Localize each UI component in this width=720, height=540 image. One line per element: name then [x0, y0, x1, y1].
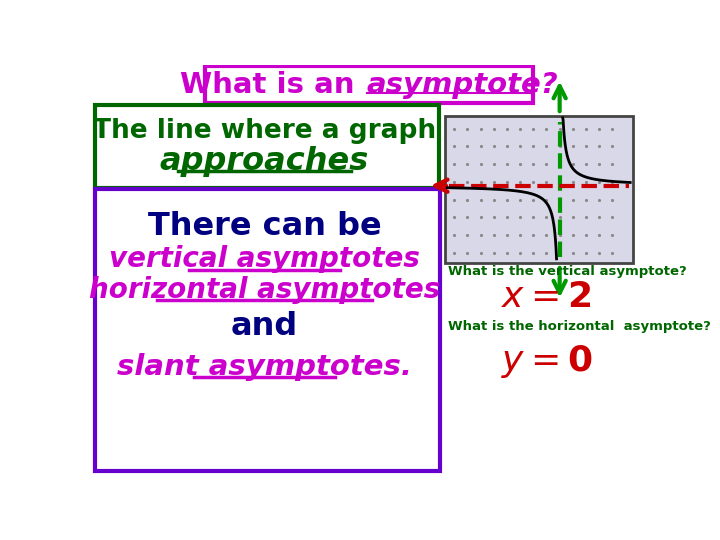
- Text: There can be: There can be: [148, 211, 381, 242]
- Text: approaches: approaches: [160, 146, 369, 177]
- Text: The line where a graph: The line where a graph: [93, 118, 436, 144]
- FancyBboxPatch shape: [94, 189, 441, 470]
- Text: asymptote?: asymptote?: [366, 71, 558, 99]
- Text: vertical asymptotes: vertical asymptotes: [109, 245, 420, 273]
- FancyBboxPatch shape: [94, 105, 438, 188]
- Text: slant asymptotes.: slant asymptotes.: [117, 353, 412, 381]
- Text: What is the vertical asymptote?: What is the vertical asymptote?: [448, 265, 687, 278]
- FancyBboxPatch shape: [445, 116, 632, 264]
- Text: $\mathit{y} = \mathbf{0}$: $\mathit{y} = \mathbf{0}$: [500, 343, 593, 380]
- FancyBboxPatch shape: [204, 66, 534, 103]
- Text: horizontal asymptotes: horizontal asymptotes: [89, 275, 440, 303]
- Text: $\mathit{x} = \mathbf{2}$: $\mathit{x} = \mathbf{2}$: [500, 280, 591, 314]
- Text: What is the horizontal  asymptote?: What is the horizontal asymptote?: [448, 320, 711, 333]
- Text: and: and: [230, 311, 298, 342]
- Text: What is an: What is an: [181, 71, 365, 99]
